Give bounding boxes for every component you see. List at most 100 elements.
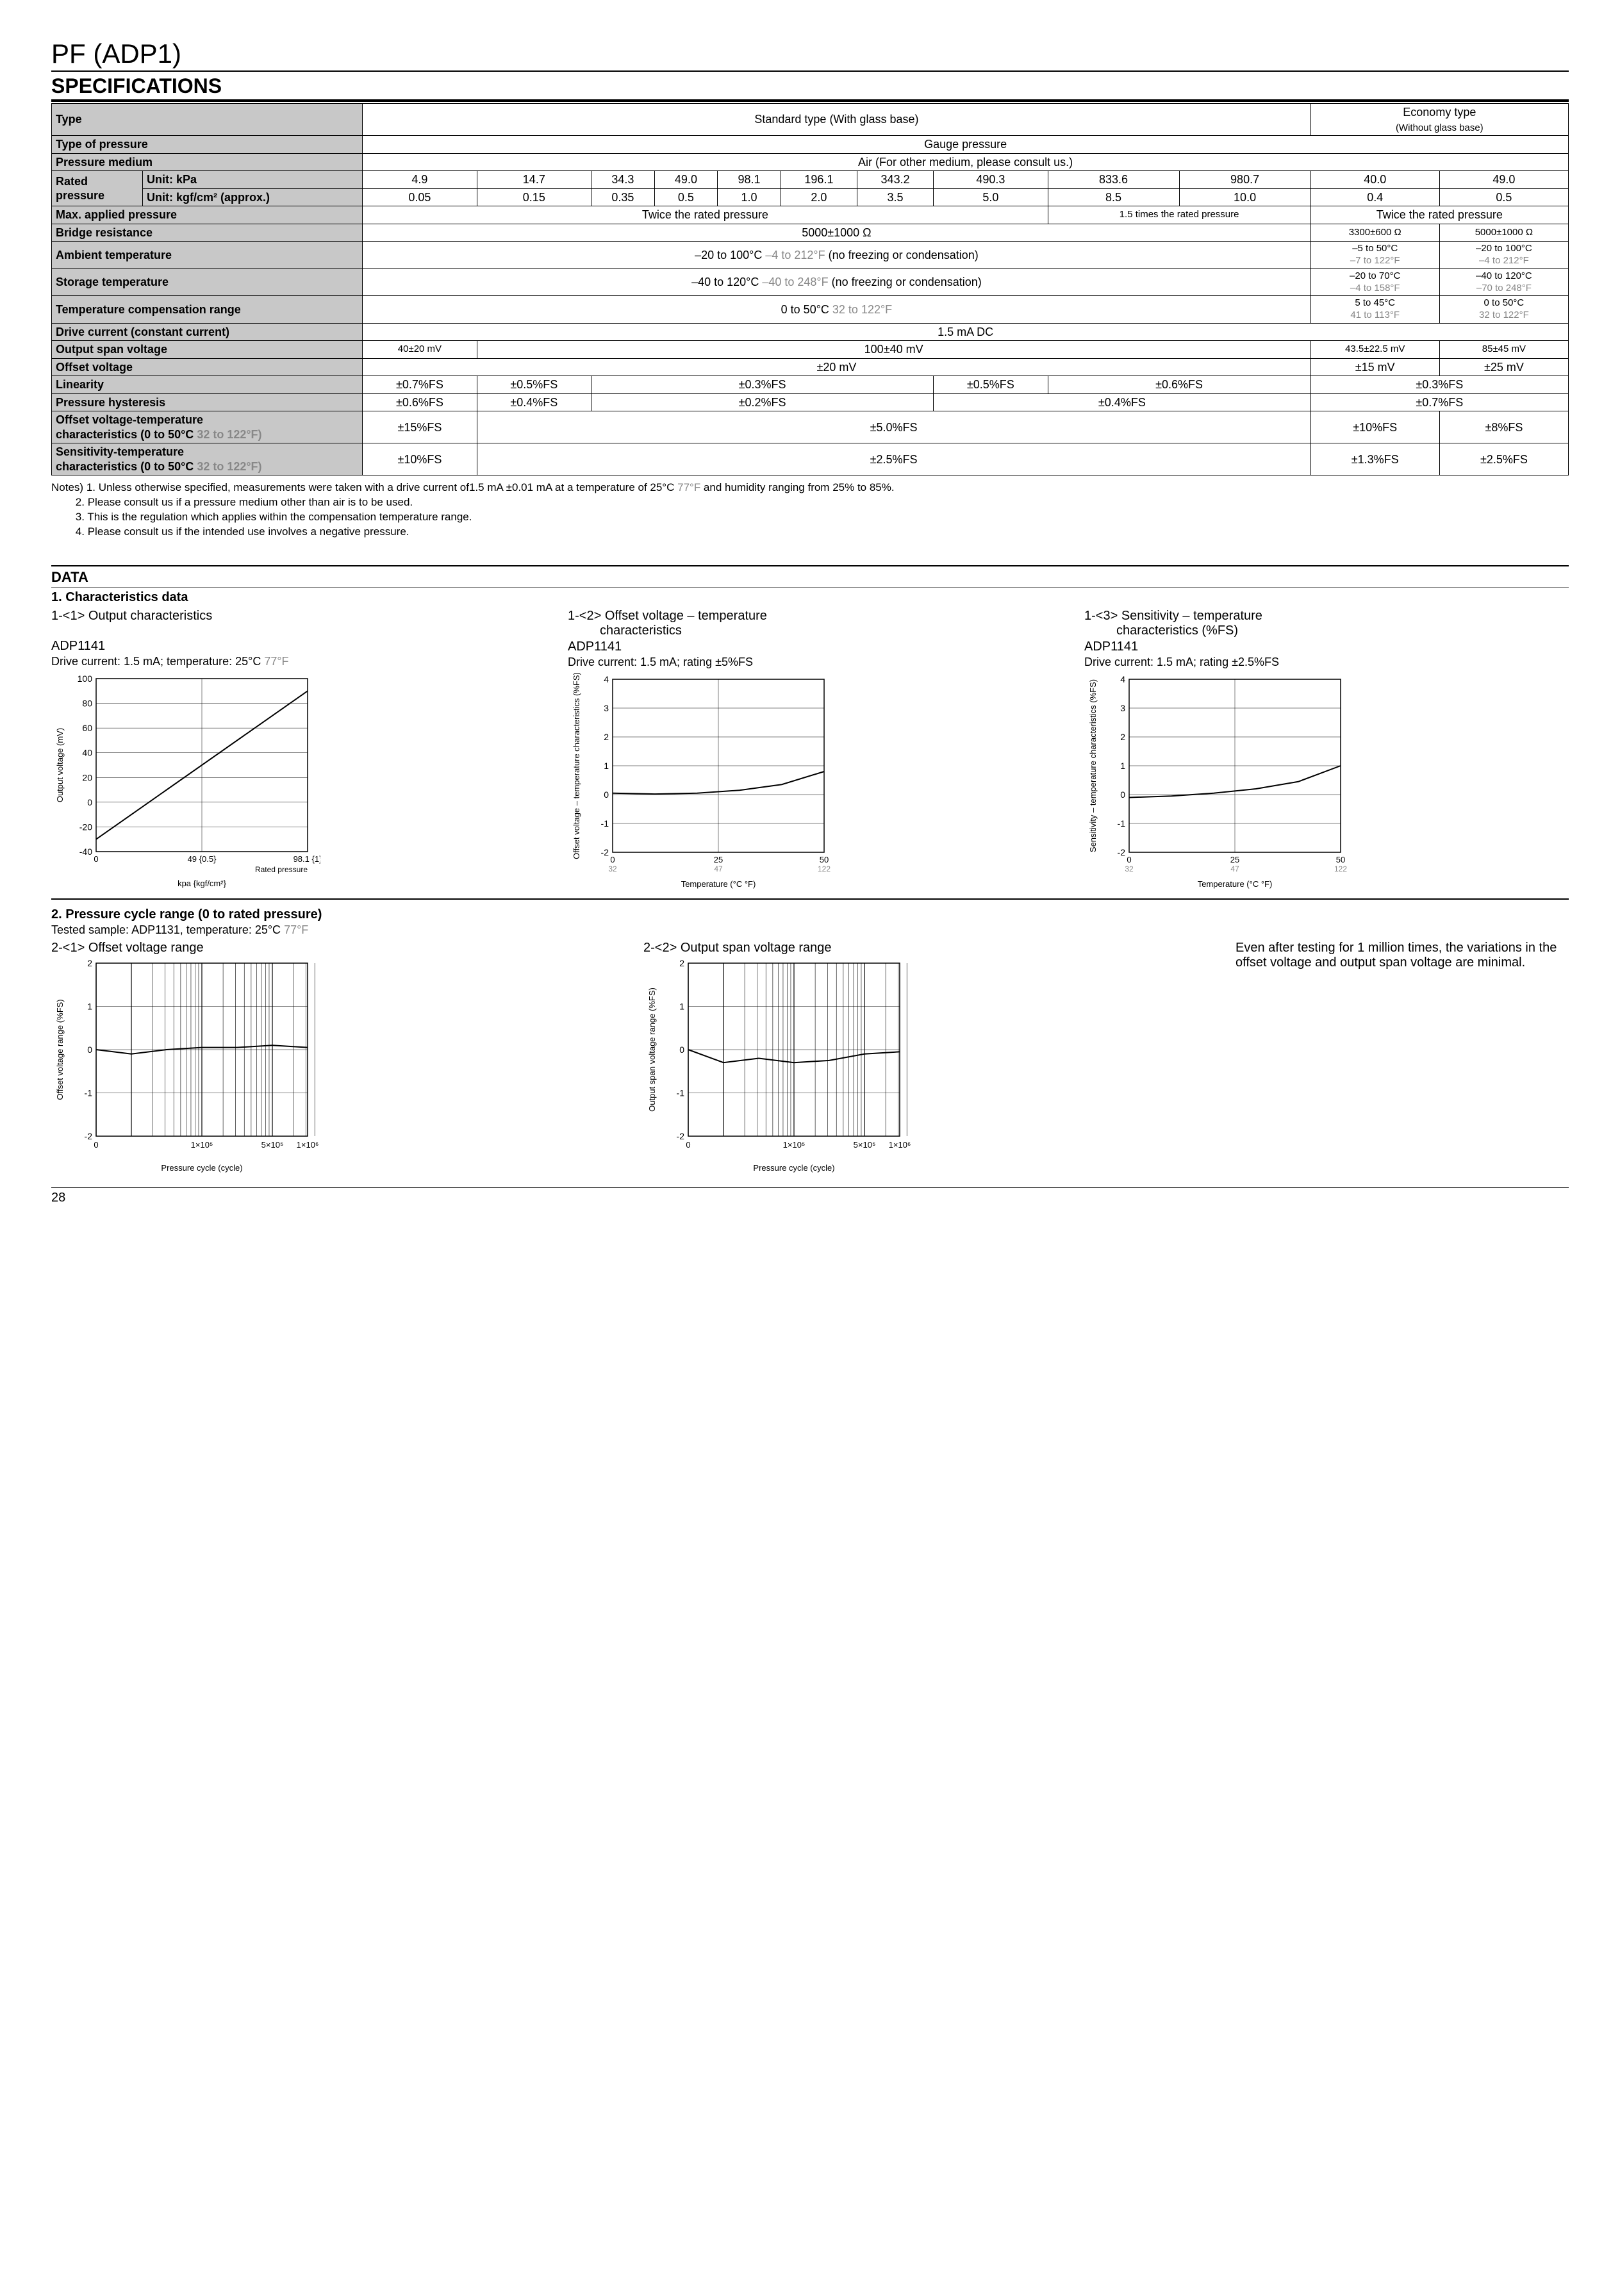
chart-c1: 1-<1> Output characteristics ADP1141 Dri… [51, 609, 536, 890]
kpa-0: 4.9 [363, 171, 477, 189]
econ-l2: (Without glass base) [1396, 122, 1484, 133]
kpa-8: 833.6 [1048, 171, 1179, 189]
svg-text:25: 25 [714, 855, 723, 864]
svg-text:1×10⁵: 1×10⁵ [191, 1140, 213, 1150]
svg-text:Rated pressure: Rated pressure [255, 865, 308, 874]
v-twice-2: Twice the rated pressure [1310, 206, 1568, 224]
svg-text:50: 50 [820, 855, 829, 864]
row-senstemp: Sensitivity-temperature characteristics … [52, 443, 1569, 475]
svg-text:0: 0 [604, 789, 609, 800]
kgf-1: 0.15 [477, 188, 591, 206]
svg-text:32: 32 [608, 864, 617, 873]
senstemp-1: ±2.5%FS [477, 443, 1310, 475]
svg-text:1×10⁶: 1×10⁶ [889, 1140, 911, 1150]
h-medium: Pressure medium [52, 153, 363, 171]
svg-text:-2: -2 [601, 847, 609, 857]
v-storage-e2: –40 to 120°C–70 to 248°F [1439, 268, 1568, 296]
v-offset-e2: ±25 mV [1439, 358, 1568, 376]
lin-4: ±0.6%FS [1048, 376, 1310, 394]
senstemp-0: ±10%FS [363, 443, 477, 475]
c5-title: 2-<2> Output span voltage range [643, 941, 1203, 955]
c1-title: 1-<1> Output characteristics [51, 609, 536, 624]
svg-text:2: 2 [679, 958, 684, 968]
svg-text:5×10⁵: 5×10⁵ [261, 1140, 284, 1150]
svg-text:47: 47 [1230, 864, 1239, 873]
v-std: Standard type (With glass base) [363, 104, 1310, 136]
chart-c2: 1-<2> Offset voltage – temperature chara… [568, 609, 1052, 891]
v-storage: –40 to 120°C –40 to 248°F (no freezing o… [363, 268, 1310, 296]
svg-text:32: 32 [1125, 864, 1134, 873]
svg-text:Offset voltage – temperature c: Offset voltage – temperature characteris… [572, 673, 581, 859]
row-type: Type Standard type (With glass base) Eco… [52, 104, 1569, 136]
svg-text:-2: -2 [85, 1131, 93, 1141]
n4: 4. Please consult us if the intended use… [76, 525, 409, 538]
svg-text:40: 40 [82, 748, 92, 758]
row-offtemp: Offset voltage-temperature characteristi… [52, 411, 1569, 443]
svg-text:3: 3 [1120, 703, 1125, 713]
kpa-2: 34.3 [591, 171, 655, 189]
svg-text:-2: -2 [677, 1131, 685, 1141]
hyst-2: ±0.2%FS [591, 393, 934, 411]
v-ambient: –20 to 100°C –4 to 212°F (no freezing or… [363, 242, 1310, 269]
c2-note: Drive current: 1.5 mA; rating ±5%FS [568, 656, 1052, 669]
row-offset: Offset voltage ±20 mV ±15 mV ±25 mV [52, 358, 1569, 376]
h-drive: Drive current (constant current) [52, 323, 363, 341]
kpa-9: 980.7 [1179, 171, 1310, 189]
n3: 3. This is the regulation which applies … [76, 511, 472, 523]
v-r3300: 3300±600 Ω [1310, 224, 1439, 242]
h-offtemp: Offset voltage-temperature characteristi… [52, 411, 363, 443]
svg-text:-1: -1 [677, 1088, 685, 1098]
svg-text:0: 0 [1127, 855, 1131, 864]
product-title: PF (ADP1) [51, 38, 1569, 72]
c4-title: 2-<1> Offset voltage range [51, 941, 611, 955]
v-tempcomp-e2: 0 to 50°C32 to 122°F [1439, 296, 1568, 324]
row-bridge: Bridge resistance 5000±1000 Ω 3300±600 Ω… [52, 224, 1569, 242]
row-lin: Linearity ±0.7%FS ±0.5%FS ±0.3%FS ±0.5%F… [52, 376, 1569, 394]
svg-text:122: 122 [818, 864, 831, 873]
svg-text:3: 3 [604, 703, 609, 713]
offtemp-3: ±8%FS [1439, 411, 1568, 443]
v-twice-1: Twice the rated pressure [363, 206, 1048, 224]
svg-text:-1: -1 [601, 818, 609, 829]
kpa-3: 49.0 [654, 171, 718, 189]
kgf-6: 3.5 [857, 188, 934, 206]
char-heading: 1. Characteristics data [51, 590, 1569, 605]
v-span100: 100±40 mV [477, 341, 1310, 359]
lin-3: ±0.5%FS [934, 376, 1048, 394]
h-max: Max. applied pressure [52, 206, 363, 224]
svg-text:80: 80 [82, 698, 92, 709]
svg-text:0: 0 [1120, 789, 1125, 800]
row-max: Max. applied pressure Twice the rated pr… [52, 206, 1569, 224]
svg-text:0: 0 [94, 854, 98, 864]
svg-text:47: 47 [714, 864, 723, 873]
lin-5: ±0.3%FS [1310, 376, 1568, 394]
kgf-3: 0.5 [654, 188, 718, 206]
svg-text:98.1 {1}: 98.1 {1} [293, 854, 320, 864]
svg-text:Pressure cycle (cycle): Pressure cycle (cycle) [753, 1163, 834, 1173]
spec-heading: SPECIFICATIONS [51, 74, 1569, 102]
h-storage: Storage temperature [52, 268, 363, 296]
c3-sub: ADP1141 [1084, 640, 1569, 654]
svg-text:4: 4 [604, 674, 609, 684]
hyst-3: ±0.4%FS [934, 393, 1310, 411]
svg-text:Pressure cycle (cycle): Pressure cycle (cycle) [161, 1163, 242, 1173]
svg-text:0: 0 [610, 855, 615, 864]
offtemp-1: ±5.0%FS [477, 411, 1310, 443]
chart-c2-svg: -2-101234032254750122Offset voltage – te… [568, 673, 837, 891]
chart-c1-svg: -40-20020406080100049 {0.5}98.1 {1}Outpu… [51, 672, 320, 890]
svg-text:0: 0 [686, 1140, 690, 1150]
v-x15: 1.5 times the rated pressure [1048, 206, 1310, 224]
kpa-1: 14.7 [477, 171, 591, 189]
svg-text:Temperature (°C °F): Temperature (°C °F) [681, 879, 756, 889]
h-ambient: Ambient temperature [52, 242, 363, 269]
notes-prefix: Notes) [51, 481, 83, 493]
row-hyst: Pressure hysteresis ±0.6%FS ±0.4%FS ±0.2… [52, 393, 1569, 411]
cycle-heading: 2. Pressure cycle range (0 to rated pres… [51, 907, 1569, 922]
page-number: 28 [51, 1187, 1569, 1205]
charts-row-2: 2-<1> Offset voltage range -2-101201×10⁵… [51, 941, 1569, 1175]
svg-text:-1: -1 [1118, 818, 1126, 829]
cycle-side-text: Even after testing for 1 million times, … [1236, 941, 1569, 970]
svg-text:Output span voltage range (%FS: Output span voltage range (%FS) [647, 987, 657, 1112]
h-span: Output span voltage [52, 341, 363, 359]
h-tempcomp: Temperature compensation range [52, 296, 363, 324]
